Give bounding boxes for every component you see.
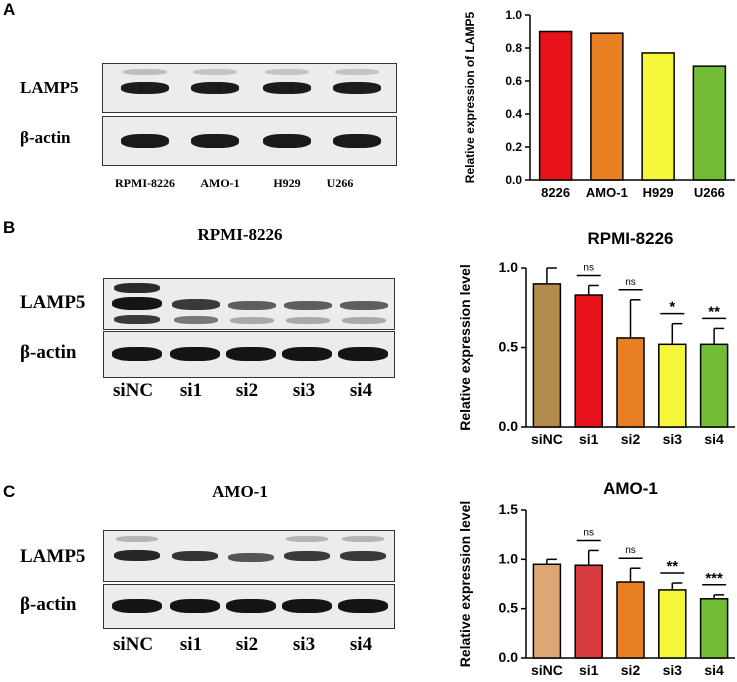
lane-label: si1 bbox=[179, 380, 203, 401]
significance-label: ns bbox=[625, 277, 636, 288]
blot-row-label-lamp5: LAMP5 bbox=[20, 78, 79, 97]
blot-title: AMO-1 bbox=[212, 482, 268, 501]
x-tick-label: AMO-1 bbox=[586, 185, 628, 200]
x-tick-label: siNC bbox=[531, 431, 563, 447]
bar bbox=[538, 30, 573, 181]
x-tick-label: si1 bbox=[579, 431, 599, 447]
y-tick-label: 1.5 bbox=[499, 501, 519, 517]
bar bbox=[658, 589, 687, 659]
lane-label: si2 bbox=[235, 634, 259, 655]
y-tick-label: 0.0 bbox=[505, 173, 522, 187]
blot-image-lamp5 bbox=[102, 63, 397, 113]
lane-label: siNC bbox=[112, 634, 154, 655]
x-tick-label: si4 bbox=[704, 431, 724, 447]
y-tick-label: 0.5 bbox=[499, 339, 519, 355]
lane-label: si4 bbox=[349, 380, 373, 401]
bar bbox=[532, 563, 562, 659]
significance-label: ** bbox=[708, 303, 720, 320]
bar bbox=[574, 564, 603, 659]
y-axis-label: Relative expression level bbox=[457, 501, 473, 668]
blot-row-label-lamp5: LAMP5 bbox=[20, 546, 86, 567]
bar bbox=[616, 581, 645, 659]
blot-image-actin bbox=[103, 331, 395, 378]
y-tick-label: 0.0 bbox=[499, 649, 519, 665]
lane-label: si1 bbox=[179, 634, 203, 655]
x-tick-label: si4 bbox=[704, 662, 724, 678]
x-tick-label: H929 bbox=[643, 185, 674, 200]
x-tick-label: si2 bbox=[621, 431, 641, 447]
x-tick-label: si3 bbox=[663, 662, 683, 678]
lane-label: siNC bbox=[112, 380, 154, 401]
blot-row-label-actin: β-actin bbox=[20, 342, 77, 363]
panel-letter-a: A bbox=[3, 0, 16, 19]
y-tick-label: 0.2 bbox=[505, 140, 522, 154]
bar bbox=[532, 283, 562, 428]
blot-title: RPMI-8226 bbox=[197, 225, 283, 244]
lane-label: si2 bbox=[235, 380, 259, 401]
lane-label: H929 bbox=[273, 176, 301, 190]
bar bbox=[699, 598, 729, 659]
lane-label: RPMI-8226 bbox=[115, 176, 175, 190]
significance-label: ns bbox=[625, 545, 636, 556]
bar bbox=[641, 52, 675, 181]
blot-row-label-actin: β-actin bbox=[20, 594, 77, 615]
chart-title: AMO-1 bbox=[603, 479, 658, 498]
lane-label: si4 bbox=[349, 634, 373, 655]
lane-label: si3 bbox=[292, 634, 316, 655]
x-tick-label: U266 bbox=[694, 185, 725, 200]
x-tick-label: 8226 bbox=[541, 185, 570, 200]
chart-title: RPMI-8226 bbox=[588, 229, 674, 248]
y-tick-label: 0.5 bbox=[499, 600, 519, 616]
significance-label: ns bbox=[583, 262, 594, 273]
lane-label: si3 bbox=[292, 380, 316, 401]
lane-label: U266 bbox=[326, 176, 354, 190]
blot-image-lamp5 bbox=[103, 530, 395, 582]
significance-label: ** bbox=[666, 558, 678, 575]
significance-label: ns bbox=[583, 527, 594, 538]
bar bbox=[616, 337, 645, 428]
x-tick-label: si1 bbox=[579, 662, 599, 678]
y-tick-label: 1.0 bbox=[499, 550, 519, 566]
x-tick-label: si2 bbox=[621, 662, 641, 678]
x-tick-label: siNC bbox=[531, 662, 563, 678]
y-tick-label: 0.8 bbox=[505, 41, 522, 55]
significance-label: *** bbox=[705, 570, 723, 587]
panel-letter-c: C bbox=[3, 482, 16, 501]
bar bbox=[590, 32, 624, 181]
blot-image-actin bbox=[102, 116, 397, 166]
y-tick-label: 0.0 bbox=[499, 418, 519, 434]
blot-image-lamp5 bbox=[103, 278, 395, 330]
blot-row-label-actin: β-actin bbox=[20, 128, 71, 147]
significance-label: * bbox=[669, 299, 675, 316]
blot-row-label-lamp5: LAMP5 bbox=[20, 292, 86, 313]
x-tick-label: si3 bbox=[663, 431, 683, 447]
bar bbox=[692, 65, 727, 181]
y-axis-label: Relative expression of LAMP5 bbox=[463, 11, 477, 183]
lane-label: AMO-1 bbox=[200, 176, 240, 190]
y-tick-label: 1.0 bbox=[505, 8, 522, 22]
bar bbox=[658, 343, 687, 428]
y-tick-label: 1.0 bbox=[499, 259, 519, 275]
panel-letter-b: B bbox=[3, 218, 16, 237]
y-tick-label: 0.4 bbox=[505, 107, 522, 121]
blot-image-actin bbox=[103, 584, 395, 629]
y-axis-label: Relative expression level bbox=[457, 264, 473, 431]
y-tick-label: 0.6 bbox=[505, 74, 522, 88]
